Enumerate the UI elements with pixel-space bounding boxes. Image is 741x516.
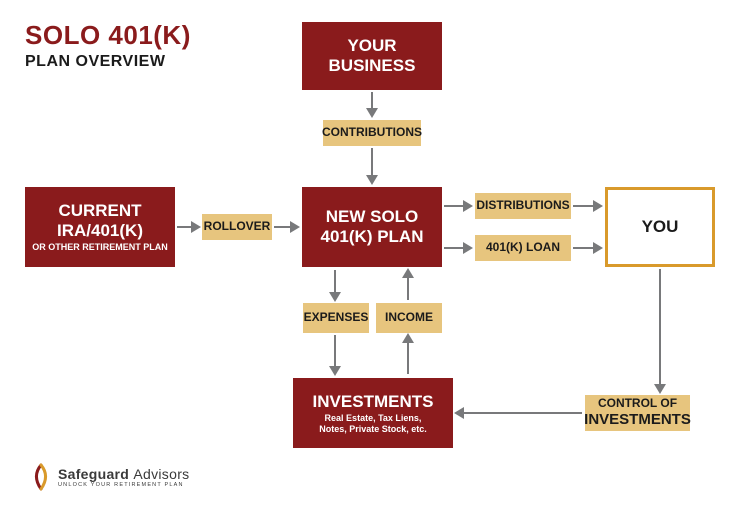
logo: Safeguard Advisors UNLOCK YOUR RETIREMEN… xyxy=(30,463,189,491)
node-label: CURRENT xyxy=(58,201,141,221)
node-distributions: DISTRIBUTIONS xyxy=(475,193,571,219)
node-label: INVESTMENTS xyxy=(313,392,434,412)
title-main: SOLO 401(K) xyxy=(25,20,191,51)
node-income: INCOME xyxy=(376,303,442,333)
node-subtext: Real Estate, Tax Liens,Notes, Private St… xyxy=(319,413,427,434)
node-rollover: ROLLOVER xyxy=(202,214,272,240)
logo-name-2: Advisors xyxy=(133,466,189,482)
node-current_ira: CURRENTIRA/401(K)OR OTHER RETIREMENT PLA… xyxy=(25,187,175,267)
node-loan: 401(K) LOAN xyxy=(475,235,571,261)
logo-tagline: UNLOCK YOUR RETIREMENT PLAN xyxy=(58,482,189,488)
node-label-2: 401(K) PLAN xyxy=(321,227,424,247)
node-label: 401(K) LOAN xyxy=(486,241,560,255)
logo-name: Safeguard Advisors xyxy=(58,466,189,482)
node-label: CONTRIBUTIONS xyxy=(322,126,422,140)
title-sub: PLAN OVERVIEW xyxy=(25,53,191,71)
title-block: SOLO 401(K) PLAN OVERVIEW xyxy=(25,20,191,71)
node-expenses: EXPENSES xyxy=(303,303,369,333)
logo-mark-icon xyxy=(30,463,52,491)
node-label: CONTROL OF xyxy=(598,397,677,411)
node-label: DISTRIBUTIONS xyxy=(476,199,569,213)
node-label-2: INVESTMENTS xyxy=(584,411,691,428)
node-label-2: BUSINESS xyxy=(329,56,416,76)
logo-text: Safeguard Advisors UNLOCK YOUR RETIREMEN… xyxy=(58,466,189,488)
node-new_solo: NEW SOLO401(K) PLAN xyxy=(302,187,442,267)
logo-name-1: Safeguard xyxy=(58,466,129,482)
node-your_business: YOURBUSINESS xyxy=(302,22,442,90)
node-label: EXPENSES xyxy=(304,311,369,325)
node-label: NEW SOLO xyxy=(326,207,419,227)
node-subtext: OR OTHER RETIREMENT PLAN xyxy=(32,242,168,252)
node-control: CONTROL OFINVESTMENTS xyxy=(585,395,690,431)
node-investments: INVESTMENTSReal Estate, Tax Liens,Notes,… xyxy=(293,378,453,448)
node-contributions: CONTRIBUTIONS xyxy=(323,120,421,146)
node-label: YOU xyxy=(642,217,679,237)
node-label: INCOME xyxy=(385,311,433,325)
node-label: ROLLOVER xyxy=(204,220,271,234)
node-label-2: IRA/401(K) xyxy=(57,221,143,241)
node-label: YOUR xyxy=(347,36,396,56)
node-you: YOU xyxy=(605,187,715,267)
